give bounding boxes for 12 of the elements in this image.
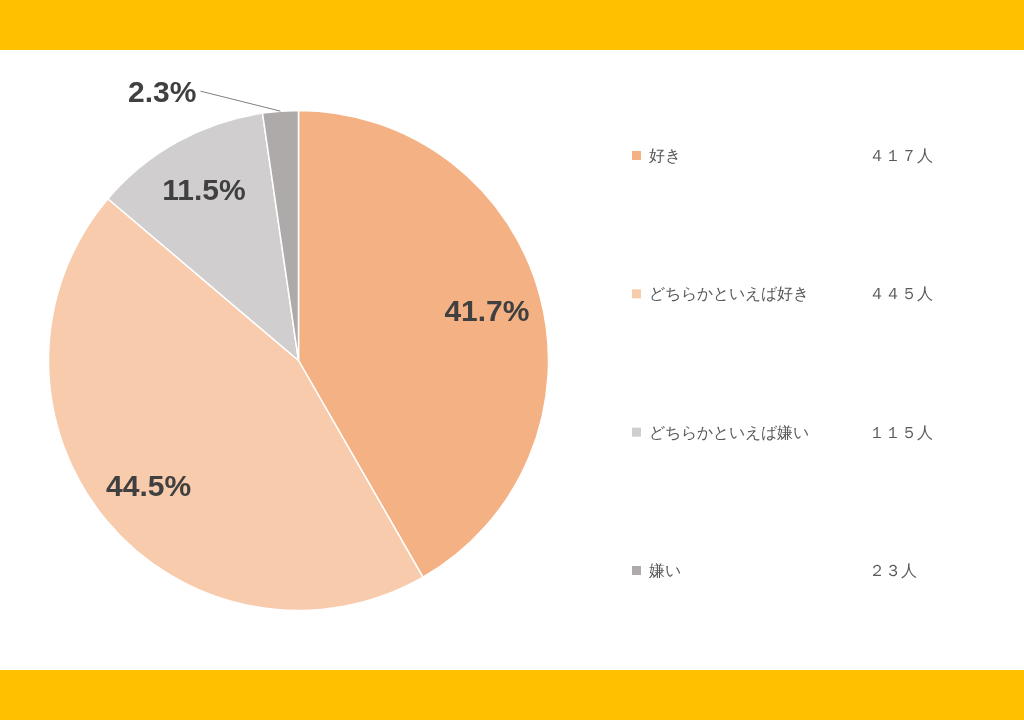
legend-label: 好き — [648, 146, 681, 165]
legend-label: どちらかといえば好き — [648, 284, 809, 304]
legend-label: 嫌い — [648, 561, 681, 580]
text: ２３人 — [868, 561, 917, 580]
data-label: 11.5% — [162, 173, 246, 207]
data-label: 41.7% — [444, 293, 530, 327]
data-label: 44.5% — [106, 468, 192, 502]
text: １１５人 — [868, 422, 933, 442]
legend-label: どちらかといえば嫌い — [648, 422, 809, 442]
text: ４４５人 — [868, 284, 933, 304]
data-label: 2.3% — [128, 74, 197, 108]
text: ４１７人 — [868, 146, 933, 165]
